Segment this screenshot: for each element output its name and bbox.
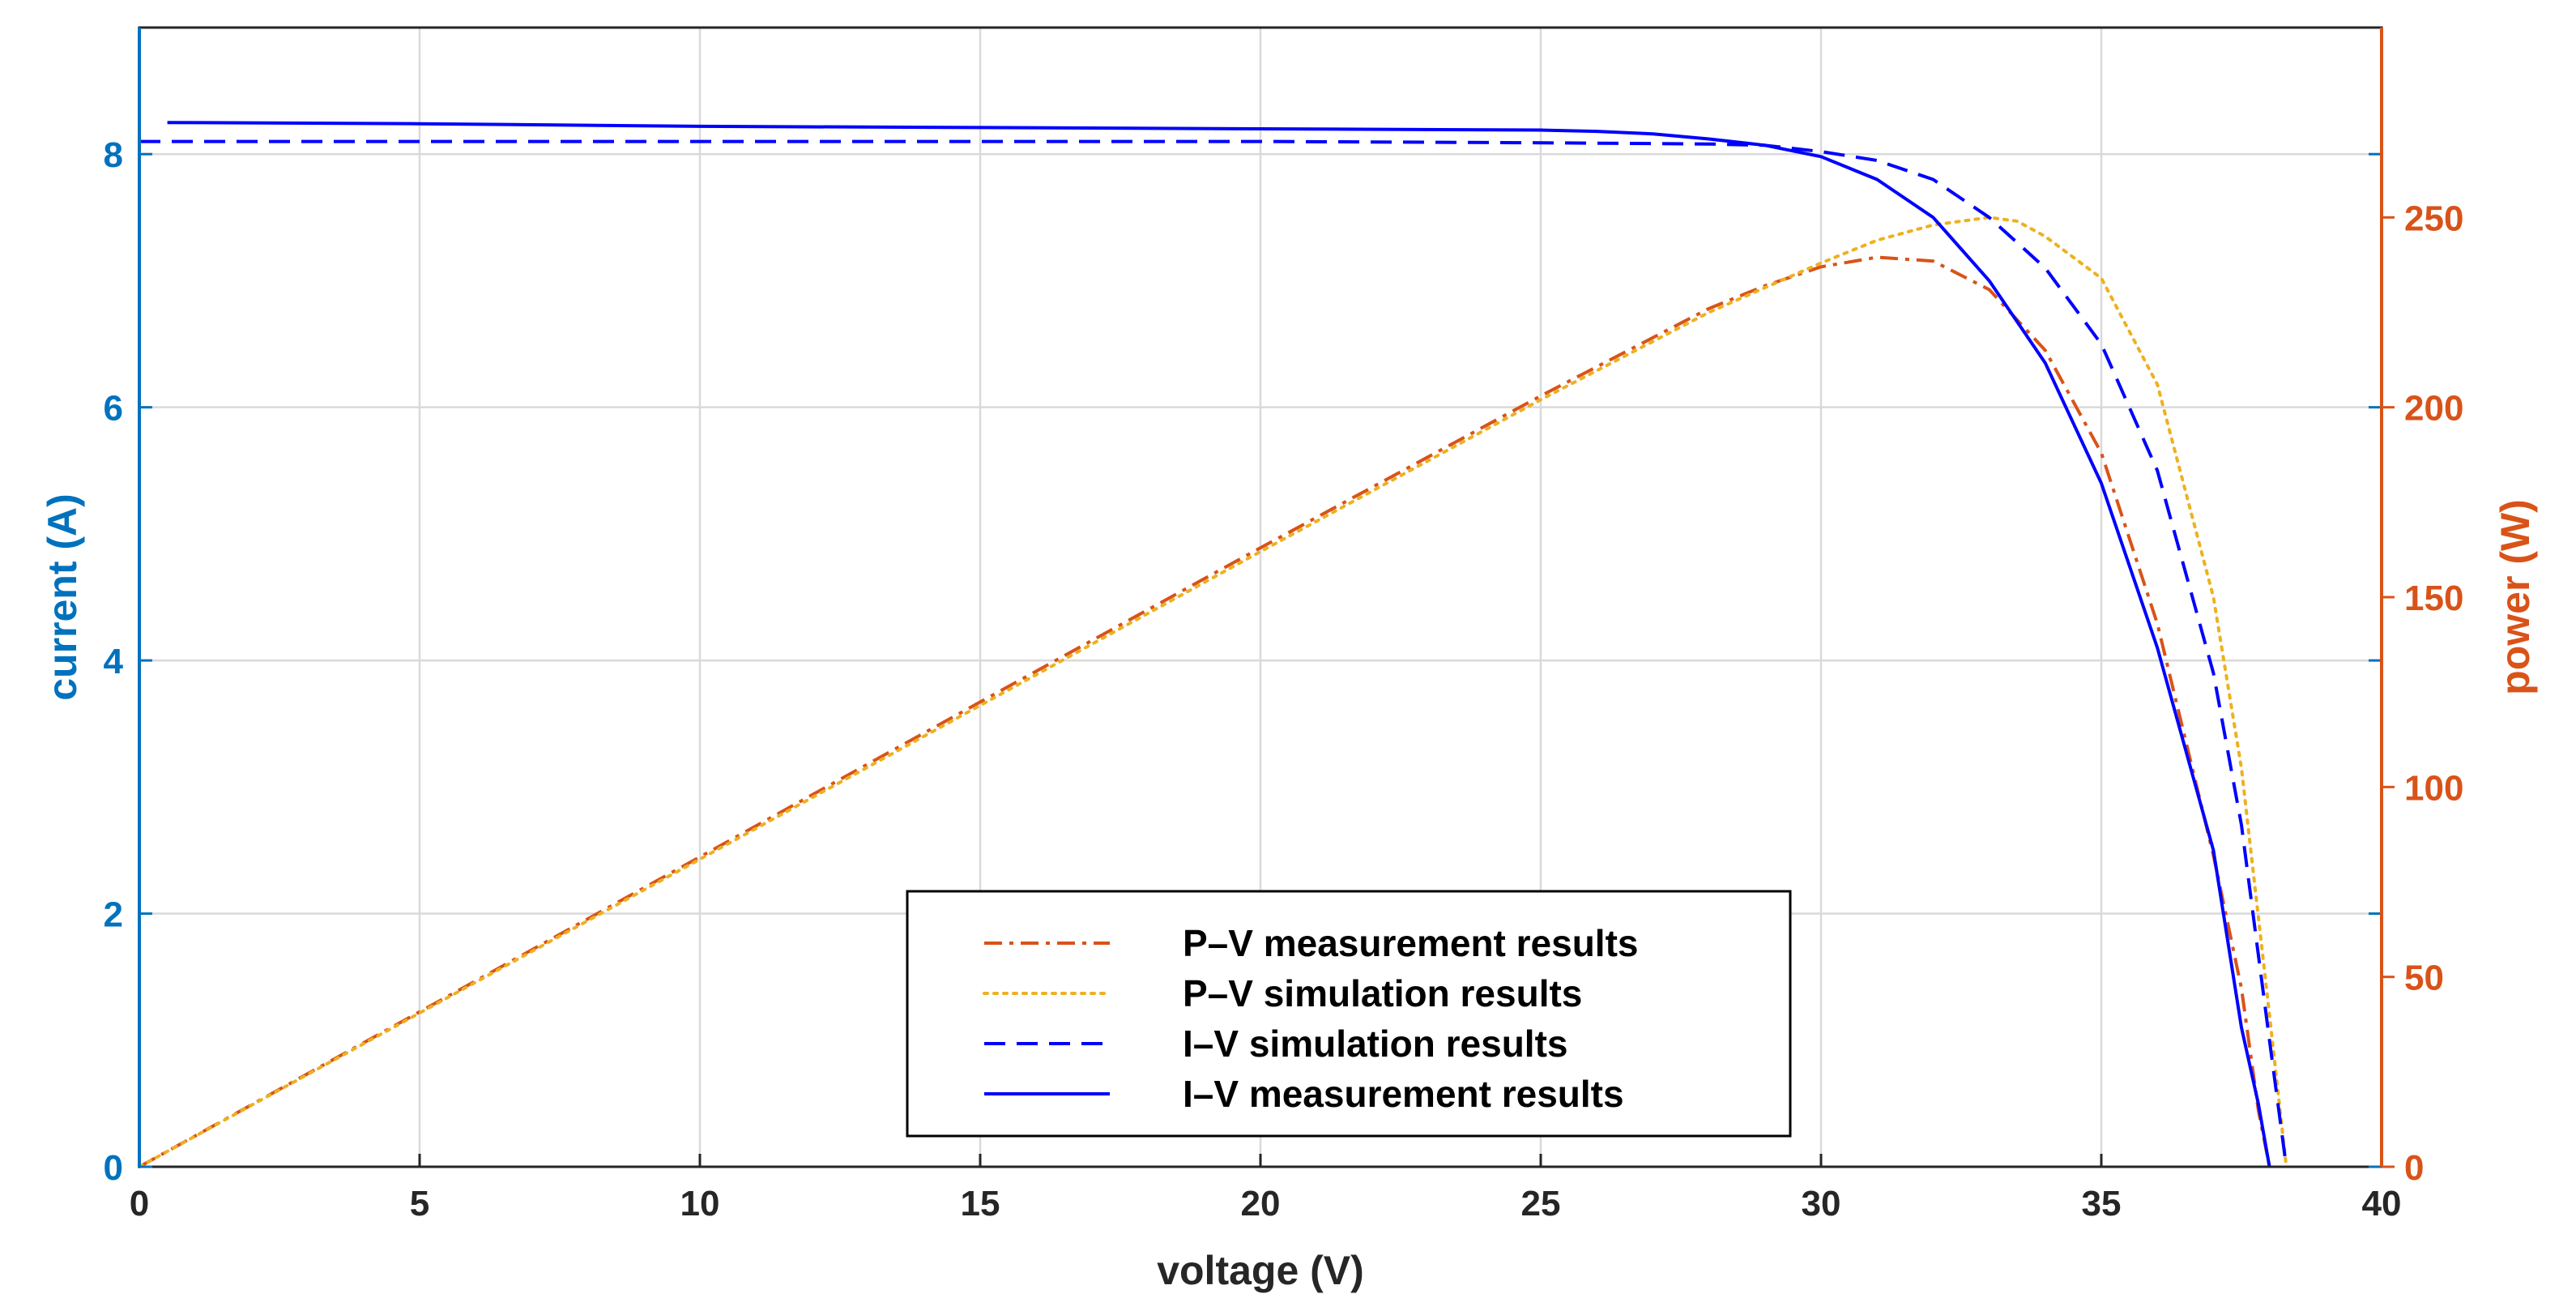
x-tick-label: 15	[961, 1184, 1000, 1223]
y-right-axis-label: power (W)	[2493, 499, 2538, 695]
legend-label-iv-simulation: I–V simulation results	[1183, 1023, 1567, 1065]
legend-label-pv-simulation: P–V simulation results	[1183, 972, 1582, 1014]
x-tick-label: 25	[1521, 1184, 1561, 1223]
x-tick-label: 20	[1241, 1184, 1281, 1223]
y-left-axis-label: current (A)	[40, 493, 85, 701]
x-tick-label: 10	[680, 1184, 720, 1223]
series-line-iv-measurement	[167, 121, 2271, 1168]
y-right-tick-label: 250	[2404, 199, 2463, 238]
y-right-tick-label: 100	[2404, 768, 2463, 808]
x-tick-label: 30	[1802, 1184, 1841, 1223]
x-tick-label: 40	[2362, 1184, 2402, 1223]
legend-label-pv-measurement: P–V measurement results	[1183, 922, 1639, 964]
y-left-tick-label: 4	[104, 642, 124, 681]
y-left-tick-label: 8	[104, 135, 123, 175]
x-tick-label: 5	[410, 1184, 429, 1223]
series-group	[138, 121, 2288, 1168]
y-right-tick-label: 150	[2404, 579, 2463, 618]
x-tick-label: 35	[2082, 1184, 2122, 1223]
y-left-tick-label: 0	[104, 1148, 123, 1188]
x-axis-label: voltage (V)	[1157, 1248, 1364, 1293]
y-right-tick-label: 50	[2404, 959, 2444, 998]
series-line-iv-simulation	[139, 139, 2288, 1168]
y-left-tick-label: 6	[104, 389, 123, 429]
y-right-tick-label: 0	[2404, 1148, 2424, 1188]
legend: P–V measurement results P–V simulation r…	[906, 890, 1792, 1138]
y-right-tick-label: 200	[2404, 389, 2463, 429]
legend-label-iv-measurement: I–V measurement results	[1183, 1073, 1624, 1115]
x-tick-label: 0	[130, 1184, 149, 1223]
y-left-tick-label: 2	[104, 895, 123, 935]
